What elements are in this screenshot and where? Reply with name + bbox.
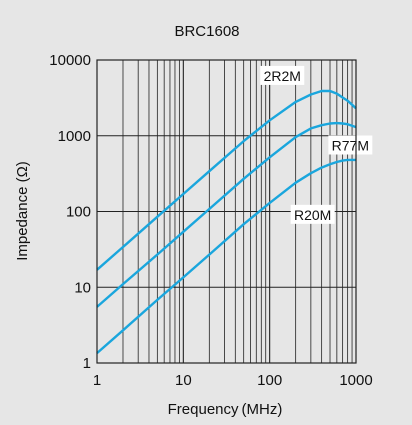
chart-title: BRC1608	[174, 23, 239, 40]
series-label: 2R2M	[264, 68, 301, 84]
y-tick-label: 1	[83, 355, 91, 372]
series-line	[96, 121, 357, 308]
tick-labels: 1 10 100 1000 1 10 100 1000 10000	[49, 52, 372, 389]
series-labels: 2R2M R77M R20M	[260, 65, 373, 224]
x-tick-label: 1	[93, 372, 101, 389]
series-label-bg	[260, 65, 305, 85]
series-label-bg	[290, 204, 335, 224]
x-axis-label: Frequency (MHz)	[168, 401, 283, 418]
plot-frame	[96, 59, 357, 364]
series-label: R20M	[294, 207, 331, 223]
series-line	[96, 89, 357, 271]
y-tick-label: 100	[66, 204, 91, 221]
series-label: R77M	[332, 137, 369, 153]
series-label-bg	[328, 135, 373, 155]
x-tick-label: 100	[257, 372, 282, 389]
y-tick-label: 10000	[49, 52, 91, 69]
series-lines	[96, 89, 357, 355]
x-tick-label: 1000	[339, 372, 372, 389]
x-tick-label: 10	[175, 372, 192, 389]
y-tick-label: 1000	[58, 128, 91, 145]
y-axis-label: Impedance (Ω)	[14, 161, 31, 261]
y-tick-label: 10	[74, 279, 91, 296]
series-line	[96, 158, 356, 355]
